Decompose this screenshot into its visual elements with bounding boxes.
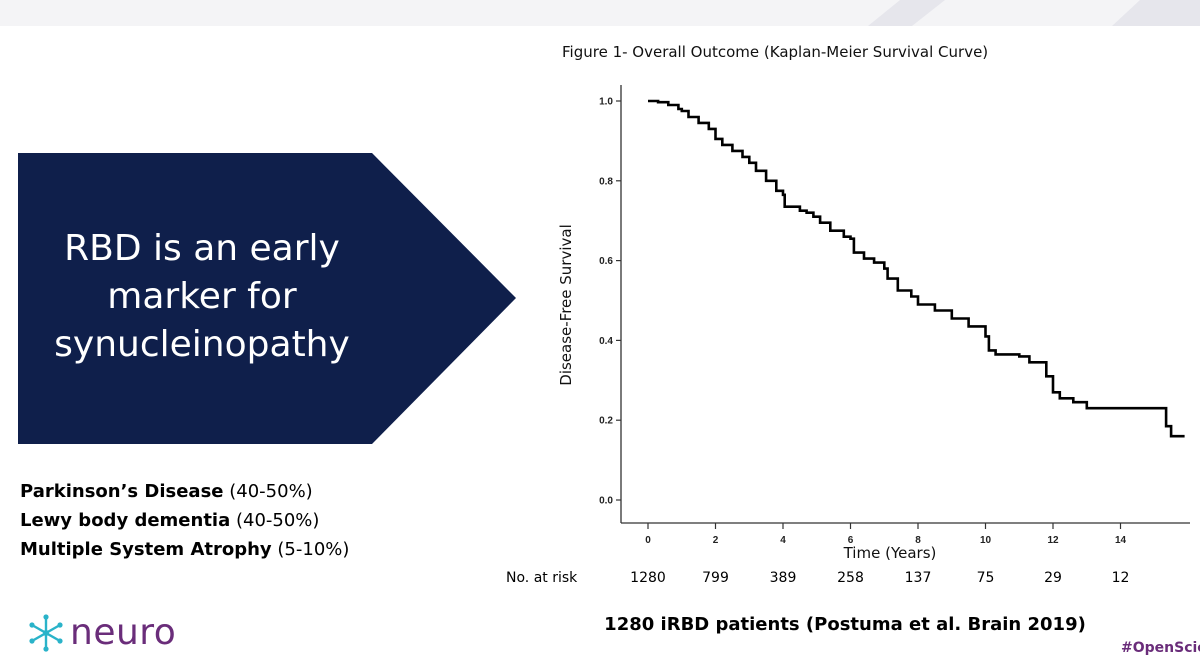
chart-title: Figure 1- Overall Outcome (Kaplan-Meier … <box>562 43 989 61</box>
callout-arrow-polygon <box>18 153 516 444</box>
chart-axes <box>620 85 1190 524</box>
neuro-logo: neuro <box>26 612 176 653</box>
x-tick-label: 14 <box>1115 535 1127 546</box>
condition-row: Parkinson’s Disease (40-50%) <box>20 477 349 506</box>
callout-text: RBD is an early marker for synucleinopat… <box>24 225 380 369</box>
condition-percentage: (5-10%) <box>277 539 350 560</box>
callout-line: marker for <box>107 276 297 317</box>
x-tick-label: 0 <box>645 535 651 546</box>
logo-wordmark: neuro <box>70 612 177 653</box>
at-risk-value: 258 <box>837 570 864 586</box>
condition-percentage: (40-50%) <box>229 481 313 502</box>
x-tick-label: 2 <box>713 535 719 546</box>
condition-row: Multiple System Atrophy (5-10%) <box>20 535 349 564</box>
at-risk-value: 75 <box>976 570 995 586</box>
y-tick-label: 0.8 <box>599 176 613 187</box>
callout-line: RBD is an early <box>64 228 340 269</box>
y-tick-label: 0.0 <box>599 496 613 507</box>
at-risk-value: 389 <box>769 570 797 586</box>
y-tick-label: 0.6 <box>599 256 613 267</box>
at-risk-label: No. at risk <box>506 570 578 586</box>
condition-name: Lewy body dementia <box>20 510 231 531</box>
x-tick-label: 4 <box>780 535 786 546</box>
condition-name: Multiple System Atrophy <box>20 539 272 560</box>
citation-text: 1280 iRBD patients (Postuma et al. Brain… <box>604 614 1086 635</box>
survival-chart: 0.0 0.2 0.4 0.6 0.8 1.0 0 2 4 6 8 10 12 14 Disease-Fr… <box>557 85 1190 562</box>
survival-curve-line <box>648 99 1185 438</box>
at-risk-value: 799 <box>702 570 729 586</box>
y-tick-label: 0.2 <box>599 416 613 427</box>
snowflake-icon <box>29 613 63 652</box>
top-decoration <box>868 0 1200 26</box>
condition-name: Parkinson’s Disease <box>20 481 224 502</box>
x-axis-label: Time (Years) <box>843 544 937 562</box>
x-tick-label: 6 <box>848 535 854 546</box>
x-tick-label: 10 <box>980 535 992 546</box>
x-tick-label: 8 <box>915 535 921 546</box>
conditions-list: Parkinson’s Disease (40-50%) Lewy body d… <box>20 477 349 564</box>
window-top-strip <box>0 0 1200 26</box>
hashtag-text: #OpenScience <box>1121 640 1200 656</box>
x-tick-label: 12 <box>1047 535 1059 546</box>
at-risk-value: 12 <box>1111 570 1130 586</box>
y-tick-label: 0.4 <box>599 336 613 347</box>
chart-ticks: 0.0 0.2 0.4 0.6 0.8 1.0 0 2 4 6 8 10 12 14 <box>599 97 1126 547</box>
condition-row: Lewy body dementia (40-50%) <box>20 506 349 535</box>
condition-percentage: (40-50%) <box>235 510 320 531</box>
at-risk-value: 137 <box>904 570 932 586</box>
at-risk-value: 1280 <box>630 570 666 586</box>
y-axis-label: Disease-Free Survival <box>557 224 575 385</box>
callout-line: synucleinopathy <box>54 324 350 365</box>
at-risk-value: 29 <box>1044 570 1062 586</box>
callout-arrow-shape <box>18 153 516 444</box>
y-tick-label: 1.0 <box>599 97 613 108</box>
